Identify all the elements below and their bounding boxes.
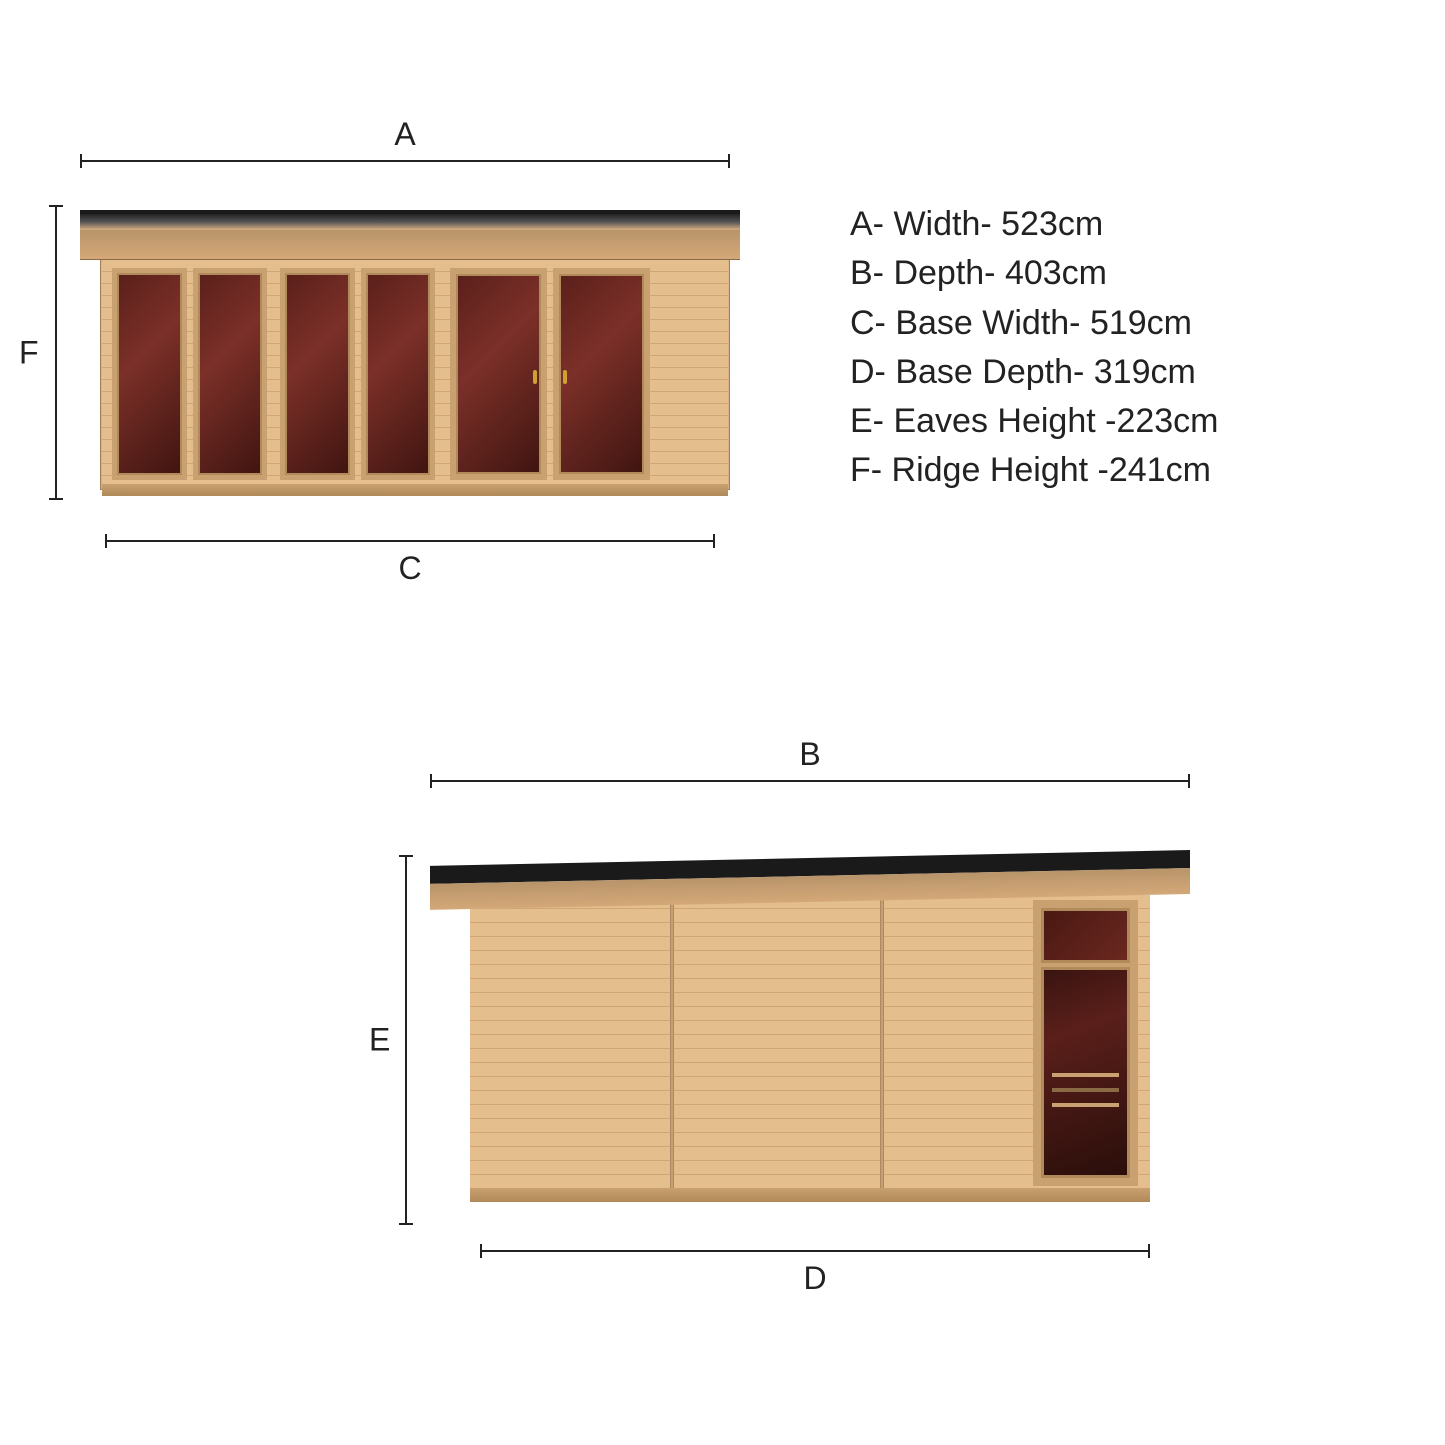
front-right-wall — [653, 260, 728, 488]
dim-label-C: C — [398, 550, 421, 587]
dim-line — [55, 205, 57, 500]
side-window-main — [1041, 967, 1130, 1178]
front-roof-overhang — [80, 230, 740, 260]
side-base-trim — [470, 1188, 1150, 1202]
cladding-joint — [880, 895, 884, 1195]
door-handle-icon — [563, 370, 567, 384]
dim-line — [405, 855, 407, 1225]
legend-line: C- Base Width- 519cm — [850, 299, 1219, 348]
door-handle-icon — [533, 370, 537, 384]
front-elevation — [80, 200, 730, 510]
legend-line: E- Eaves Height -223cm — [850, 397, 1219, 446]
dim-E: E — [405, 855, 407, 1225]
window-panel — [361, 268, 436, 480]
dim-line — [430, 780, 1190, 782]
dim-label-F: F — [19, 334, 39, 371]
side-cabin-outline — [470, 850, 1150, 1210]
interior-reflection — [1052, 1073, 1118, 1077]
dim-C: C — [105, 540, 715, 542]
dim-B: B — [430, 780, 1190, 782]
window-panel — [280, 268, 355, 480]
legend-line: F- Ridge Height -241cm — [850, 446, 1219, 495]
dim-line — [105, 540, 715, 542]
front-window-pair-mid — [280, 268, 435, 480]
dim-F: F — [55, 205, 57, 500]
dimension-legend: A- Width- 523cm B- Depth- 403cm C- Base … — [850, 200, 1219, 496]
legend-line: A- Width- 523cm — [850, 200, 1219, 249]
window-panel — [112, 268, 187, 480]
dim-D: D — [480, 1250, 1150, 1252]
dim-label-A: A — [394, 116, 415, 153]
side-window-transom — [1041, 908, 1130, 963]
legend-line: B- Depth- 403cm — [850, 249, 1219, 298]
front-window-pair-left — [112, 268, 267, 480]
front-roof — [80, 210, 740, 230]
legend-line: D- Base Depth- 319cm — [850, 348, 1219, 397]
dim-label-B: B — [799, 736, 820, 773]
door-left — [450, 268, 547, 480]
front-doors — [450, 268, 650, 480]
door-right — [553, 268, 650, 480]
diagram-canvas: A C F B D — [0, 0, 1445, 1445]
side-elevation — [430, 820, 1190, 1230]
dim-label-D: D — [803, 1260, 826, 1297]
window-panel — [193, 268, 268, 480]
dim-line — [480, 1250, 1150, 1252]
front-base-trim — [102, 484, 728, 496]
side-roof — [430, 850, 1190, 884]
dim-label-E: E — [369, 1022, 390, 1059]
side-window — [1033, 900, 1138, 1186]
cladding-joint — [670, 895, 674, 1195]
dim-line — [80, 160, 730, 162]
dim-A: A — [80, 160, 730, 162]
